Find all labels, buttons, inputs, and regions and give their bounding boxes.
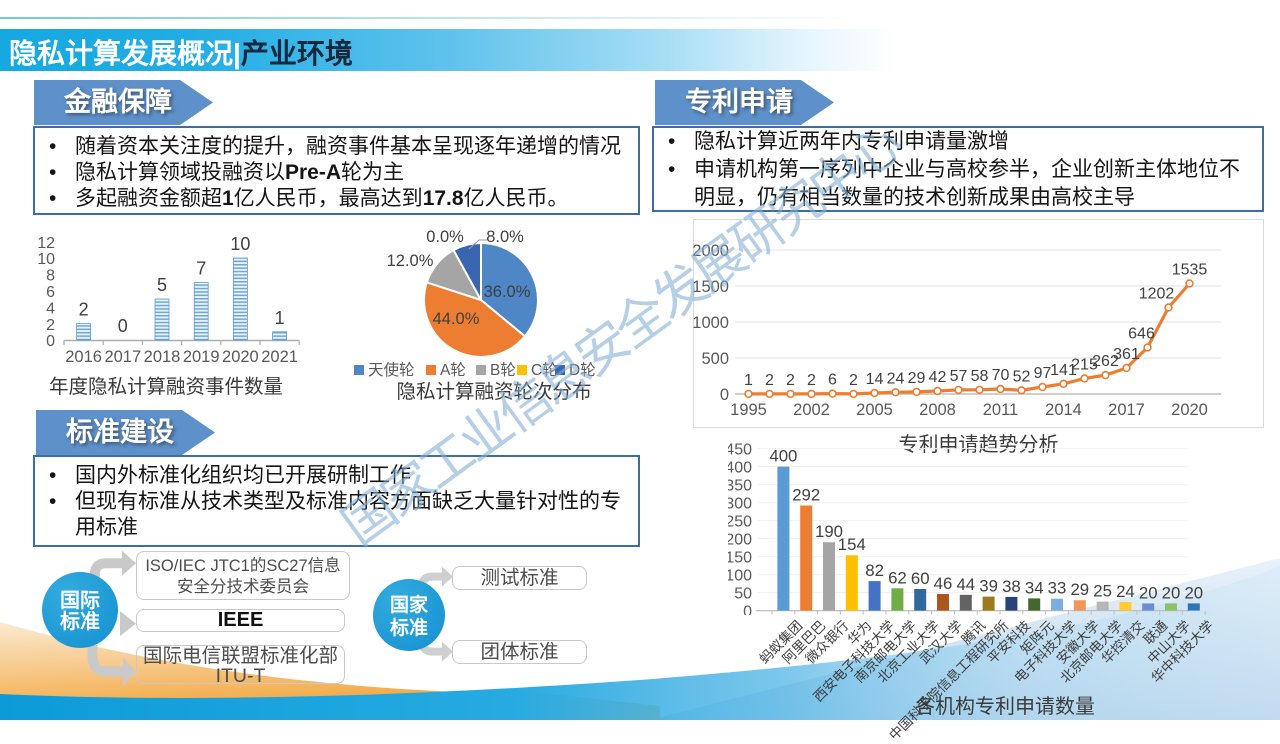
- svg-text:154: 154: [838, 535, 866, 554]
- svg-text:42: 42: [929, 369, 947, 386]
- svg-text:44.0%: 44.0%: [433, 310, 480, 328]
- svg-text:2016: 2016: [65, 348, 102, 366]
- svg-text:A轮: A轮: [440, 361, 466, 379]
- svg-text:20: 20: [1162, 583, 1181, 602]
- svg-text:0: 0: [743, 604, 752, 615]
- svg-text:12: 12: [37, 235, 55, 252]
- svg-text:D轮: D轮: [569, 361, 596, 379]
- svg-text:20: 20: [1139, 583, 1158, 602]
- svg-text:38: 38: [1002, 577, 1021, 596]
- svg-text:B轮: B轮: [490, 361, 516, 379]
- svg-text:2020: 2020: [1171, 401, 1208, 419]
- svg-text:1535: 1535: [1172, 262, 1208, 279]
- svg-text:29: 29: [1070, 580, 1089, 599]
- svg-text:6: 6: [46, 284, 55, 301]
- svg-text:6: 6: [828, 372, 837, 389]
- svg-text:350: 350: [728, 478, 752, 495]
- svg-text:0: 0: [118, 316, 128, 336]
- svg-text:2020: 2020: [222, 348, 259, 366]
- svg-text:44: 44: [956, 575, 975, 594]
- svg-text:82: 82: [865, 561, 884, 580]
- svg-text:14: 14: [866, 371, 884, 388]
- svg-text:0.0%: 0.0%: [426, 228, 464, 246]
- svg-text:1202: 1202: [1139, 286, 1175, 303]
- svg-text:1: 1: [275, 308, 285, 328]
- svg-text:52: 52: [1013, 368, 1031, 385]
- svg-text:2017: 2017: [1108, 401, 1145, 419]
- svg-text:2: 2: [79, 300, 89, 320]
- svg-text:50: 50: [734, 586, 752, 603]
- svg-text:4: 4: [46, 300, 55, 317]
- svg-text:1995: 1995: [730, 401, 767, 419]
- svg-text:400: 400: [728, 460, 752, 477]
- svg-text:天使轮: 天使轮: [368, 361, 415, 379]
- svg-text:24: 24: [887, 370, 905, 387]
- svg-text:450: 450: [728, 442, 752, 459]
- svg-text:2021: 2021: [261, 348, 298, 366]
- svg-text:215: 215: [1071, 357, 1098, 374]
- svg-text:141: 141: [1050, 362, 1077, 379]
- svg-text:57: 57: [950, 368, 968, 385]
- svg-text:2005: 2005: [856, 401, 893, 419]
- svg-text:7: 7: [196, 259, 206, 279]
- svg-text:250: 250: [728, 514, 752, 531]
- svg-text:70: 70: [992, 367, 1010, 384]
- svg-text:300: 300: [728, 496, 752, 513]
- svg-text:1: 1: [744, 372, 753, 389]
- svg-text:200: 200: [728, 532, 752, 549]
- svg-text:2: 2: [807, 372, 816, 389]
- svg-text:2: 2: [849, 372, 858, 389]
- svg-text:500: 500: [701, 350, 729, 368]
- svg-text:8: 8: [46, 268, 55, 285]
- svg-text:10: 10: [37, 251, 55, 268]
- svg-text:1500: 1500: [693, 278, 729, 296]
- svg-text:20: 20: [1184, 583, 1203, 602]
- svg-text:58: 58: [971, 368, 989, 385]
- svg-text:2000: 2000: [693, 242, 729, 260]
- svg-text:2014: 2014: [1045, 401, 1082, 419]
- svg-text:2018: 2018: [144, 348, 181, 366]
- svg-text:25: 25: [1093, 582, 1112, 601]
- svg-text:2019: 2019: [183, 348, 220, 366]
- svg-text:2002: 2002: [793, 401, 830, 419]
- svg-text:262: 262: [1092, 353, 1119, 370]
- svg-text:62: 62: [888, 568, 907, 587]
- svg-text:隐私计算融资轮次分布: 隐私计算融资轮次分布: [396, 381, 591, 402]
- svg-text:2: 2: [765, 372, 774, 389]
- svg-text:33: 33: [1048, 579, 1067, 598]
- svg-text:646: 646: [1128, 326, 1155, 343]
- svg-text:36.0%: 36.0%: [484, 283, 531, 301]
- svg-text:292: 292: [792, 486, 820, 505]
- svg-text:24: 24: [1116, 582, 1135, 601]
- svg-text:361: 361: [1113, 346, 1140, 363]
- svg-text:100: 100: [728, 568, 752, 585]
- svg-text:34: 34: [1025, 578, 1044, 597]
- svg-text:29: 29: [908, 370, 926, 387]
- svg-text:年度隐私计算融资事件数量: 年度隐私计算融资事件数量: [49, 376, 283, 398]
- svg-text:2: 2: [46, 317, 55, 334]
- svg-text:190: 190: [815, 522, 843, 541]
- svg-text:39: 39: [979, 577, 998, 596]
- svg-text:2: 2: [786, 372, 795, 389]
- svg-text:1000: 1000: [693, 314, 729, 332]
- svg-text:150: 150: [728, 550, 752, 567]
- svg-text:97: 97: [1034, 365, 1052, 382]
- svg-text:12.0%: 12.0%: [387, 252, 434, 270]
- svg-text:2017: 2017: [104, 348, 141, 366]
- svg-text:10: 10: [230, 234, 250, 254]
- svg-text:46: 46: [934, 574, 953, 593]
- svg-text:0: 0: [720, 386, 729, 404]
- svg-text:2008: 2008: [919, 401, 956, 419]
- svg-text:5: 5: [157, 275, 167, 295]
- svg-text:8.0%: 8.0%: [486, 228, 524, 246]
- svg-text:60: 60: [911, 569, 930, 588]
- svg-text:C轮: C轮: [531, 361, 558, 379]
- svg-text:0: 0: [46, 333, 55, 350]
- svg-text:2011: 2011: [983, 401, 1018, 419]
- svg-text:400: 400: [769, 447, 797, 466]
